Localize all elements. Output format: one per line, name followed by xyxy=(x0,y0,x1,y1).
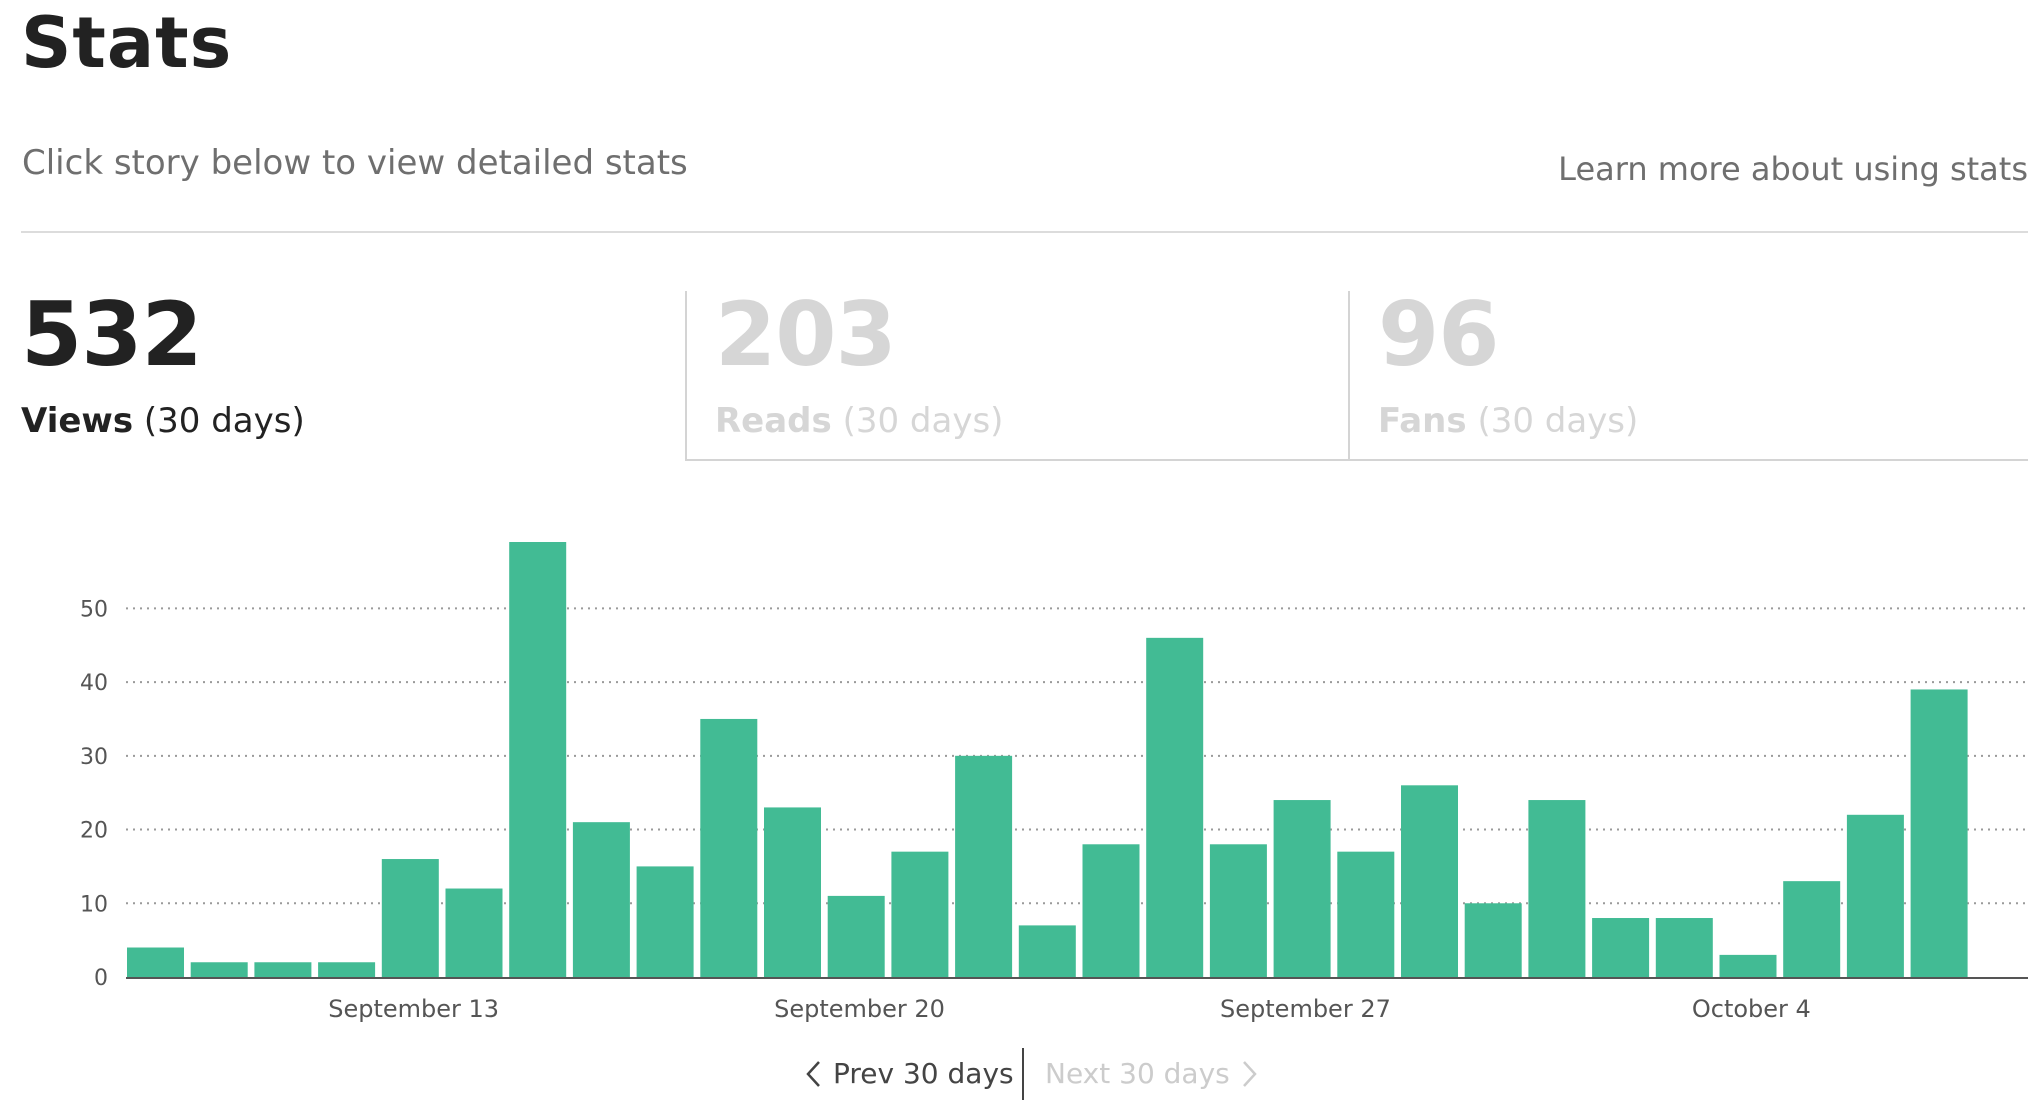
bar-sep-18[interactable] xyxy=(700,718,758,977)
y-tick-label: 10 xyxy=(80,892,108,917)
bar-sep-17[interactable] xyxy=(636,866,694,977)
y-tick-label: 50 xyxy=(80,597,108,622)
x-tick-label: September 13 xyxy=(328,995,499,1023)
header-divider xyxy=(21,231,2028,233)
bar-oct-5[interactable] xyxy=(1783,881,1841,977)
views-count: 532 xyxy=(21,283,203,386)
bar-sep-20[interactable] xyxy=(827,895,885,977)
fans-period: (30 days) xyxy=(1477,401,1639,441)
bar-oct-3[interactable] xyxy=(1655,918,1713,977)
fans-label: Fans (30 days) xyxy=(1378,401,2028,441)
tab-fans[interactable]: 96 Fans (30 days) xyxy=(1348,291,2028,461)
y-tick-label: 30 xyxy=(80,745,108,770)
reads-count: 203 xyxy=(715,283,897,386)
learn-more-link[interactable]: Learn more about using stats xyxy=(1558,150,2028,188)
reads-period: (30 days) xyxy=(842,401,1004,441)
bar-sep-25[interactable] xyxy=(1146,637,1204,977)
chart-bars xyxy=(127,542,1968,977)
prev-30-days-button[interactable]: Prev 30 days xyxy=(805,1046,1014,1102)
bar-sep-11[interactable] xyxy=(254,962,312,977)
prev-30-days-label: Prev 30 days xyxy=(833,1057,1014,1090)
bar-sep-10[interactable] xyxy=(190,962,248,977)
stats-tabs: 532 Views (30 days) 203 Reads (30 days) … xyxy=(21,291,2028,461)
bar-oct-1[interactable] xyxy=(1528,800,1586,977)
tab-views[interactable]: 532 Views (30 days) xyxy=(21,291,685,461)
bar-oct-7[interactable] xyxy=(1910,689,1968,977)
bar-oct-2[interactable] xyxy=(1592,918,1650,977)
chart-gridlines: 0 10 20 30 40 50 xyxy=(80,597,2028,991)
bar-sep-9[interactable] xyxy=(127,947,184,977)
stats-subtitle: Click story below to view detailed stats xyxy=(22,143,688,183)
pagination: Prev 30 days Next 30 days xyxy=(0,1046,2040,1102)
next-30-days-label: Next 30 days xyxy=(1045,1057,1230,1090)
bar-sep-16[interactable] xyxy=(572,822,630,977)
y-tick-label: 20 xyxy=(80,819,108,844)
views-label-text: Views xyxy=(21,401,134,441)
bar-sep-24[interactable] xyxy=(1082,844,1140,977)
bar-sep-19[interactable] xyxy=(764,807,821,977)
reads-label: Reads (30 days) xyxy=(715,401,1348,441)
bar-sep-22[interactable] xyxy=(955,755,1013,977)
pager-separator xyxy=(1022,1048,1024,1100)
bar-sep-21[interactable] xyxy=(891,851,949,977)
y-tick-label: 0 xyxy=(94,966,108,991)
x-tick-label: September 27 xyxy=(1220,995,1391,1023)
bar-sep-14[interactable] xyxy=(445,888,503,977)
chevron-left-icon xyxy=(806,1061,820,1087)
bar-sep-23[interactable] xyxy=(1018,925,1076,977)
bar-sep-27[interactable] xyxy=(1273,800,1331,977)
bar-sep-12[interactable] xyxy=(318,962,376,977)
reads-label-text: Reads xyxy=(715,401,832,441)
page-title: Stats xyxy=(21,2,233,84)
bar-oct-6[interactable] xyxy=(1846,814,1904,977)
bar-sep-29[interactable] xyxy=(1401,785,1458,977)
bar-sep-30[interactable] xyxy=(1464,903,1522,977)
bar-sep-26[interactable] xyxy=(1209,844,1267,977)
x-tick-label: September 20 xyxy=(774,995,945,1023)
bar-oct-4[interactable] xyxy=(1719,954,1777,977)
next-30-days-button[interactable]: Next 30 days xyxy=(1045,1046,1258,1102)
fans-label-text: Fans xyxy=(1378,401,1467,441)
bar-sep-15[interactable] xyxy=(509,542,567,977)
y-tick-label: 40 xyxy=(80,671,108,696)
chevron-right-icon xyxy=(1242,1061,1257,1087)
bar-sep-13[interactable] xyxy=(381,859,439,977)
fans-count: 96 xyxy=(1378,283,1499,386)
views-period: (30 days) xyxy=(143,401,305,441)
views-label: Views (30 days) xyxy=(21,401,685,441)
x-tick-label: October 4 xyxy=(1692,995,1811,1023)
tab-reads[interactable]: 203 Reads (30 days) xyxy=(685,291,1348,461)
bar-sep-28[interactable] xyxy=(1337,851,1395,977)
x-axis-labels: September 13 September 20 September 27 Octo… xyxy=(328,995,1811,1023)
